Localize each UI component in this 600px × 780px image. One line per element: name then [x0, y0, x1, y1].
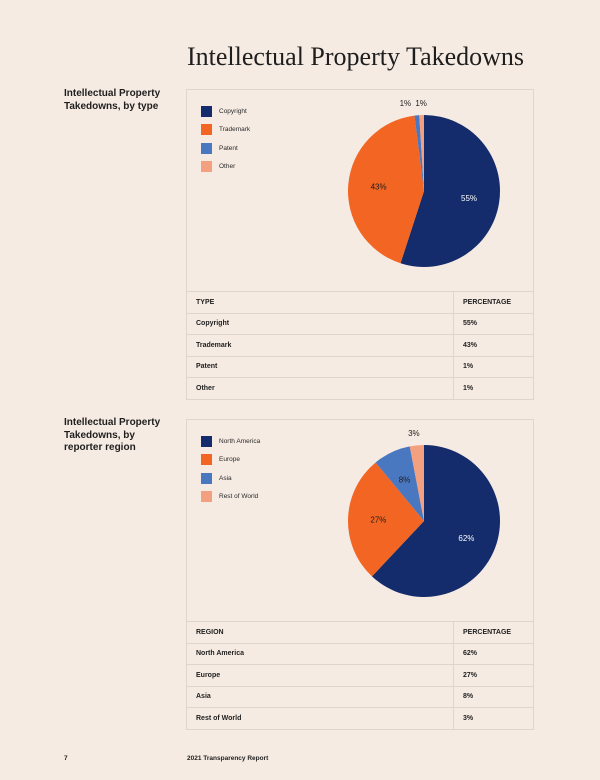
- report-name: 2021 Transparency Report: [187, 755, 269, 762]
- legend-item-europe: Europe: [201, 451, 260, 470]
- table-cell: Asia: [187, 686, 454, 708]
- table-row: Other 1%: [187, 377, 533, 399]
- legend-item-other: Other: [201, 158, 250, 177]
- pie-slice-copyright: [400, 115, 501, 267]
- legend-label: Rest of World: [219, 493, 259, 501]
- legend-swatch: [201, 491, 212, 503]
- data-table: TYPE PERCENTAGE Copyright 55% Trademark 43% Pa…: [187, 292, 533, 399]
- table-row: North America 62%: [187, 643, 533, 665]
- table-cell: 27%: [453, 664, 533, 687]
- table-cell: 55%: [453, 313, 533, 335]
- pie-chart-svg: 55% 43% 1% 1%: [348, 99, 501, 267]
- table-cell: Trademark: [187, 334, 454, 357]
- legend-swatch: [201, 142, 212, 154]
- pie-slices: [348, 115, 501, 267]
- legend-label: Copyright: [219, 107, 247, 115]
- legend-label: Other: [219, 163, 236, 171]
- legend-label: North America: [219, 437, 261, 445]
- table-cell: Patent: [187, 356, 454, 378]
- table-row: Europe 27%: [187, 664, 533, 687]
- slice-label-north-america: 62%: [458, 534, 474, 543]
- legend-item-asia: Asia: [201, 469, 260, 488]
- legend-item-copyright: Copyright: [201, 102, 250, 121]
- table-cell: 62%: [453, 643, 533, 665]
- page-number: 7: [64, 755, 68, 762]
- table-cell: 3%: [453, 707, 533, 729]
- page-title: Intellectual Property Takedowns: [187, 42, 525, 71]
- pie-chart-svg: 62% 27% 8% 3%: [348, 429, 501, 597]
- pie-chart-by-region: North America Europe Asia Rest of World 62%…: [187, 420, 533, 622]
- legend-label: Patent: [219, 144, 238, 152]
- legend-label: Trademark: [219, 126, 251, 134]
- legend-item-trademark: Trademark: [201, 121, 250, 140]
- slice-label-trademark: 43%: [371, 183, 387, 192]
- pie-slice-asia: [375, 446, 424, 521]
- legend-label: Europe: [219, 456, 240, 464]
- legend-swatch: [201, 105, 212, 117]
- table-cell: Rest of World: [196, 714, 242, 722]
- legend-item-north-america: North America: [201, 432, 260, 451]
- table-cell: Copyright: [187, 313, 454, 335]
- legend-swatch: [201, 472, 212, 484]
- data-table: REGION PERCENTAGE North America 62% Europe 27…: [187, 622, 533, 729]
- table-header-cell: PERCENTAGE: [453, 622, 533, 644]
- table-cell: 1%: [453, 356, 533, 378]
- pie-slice-other: [419, 115, 424, 191]
- table-row: Copyright 55%: [187, 313, 533, 335]
- table-header-cell: TYPE: [187, 292, 454, 314]
- table-cell: Other: [196, 384, 215, 392]
- legend: North America Europe Asia Rest of World: [201, 432, 260, 506]
- slice-label-patent: 1%: [400, 99, 412, 108]
- legend: Copyright Trademark Patent Other: [201, 102, 250, 176]
- pie-slices: [348, 445, 501, 597]
- slice-label-copyright: 55%: [461, 194, 477, 203]
- chart-panel-by-region: North America Europe Asia Rest of World 62%…: [186, 419, 534, 730]
- table-header-row: REGION PERCENTAGE: [187, 622, 533, 644]
- legend-swatch: [201, 161, 212, 173]
- table-row: Patent 1%: [187, 356, 533, 378]
- table-cell: 1%: [453, 377, 533, 399]
- pie-slice-trademark: [348, 115, 424, 264]
- legend-swatch: [201, 124, 212, 136]
- slice-label-rest-of-world: 3%: [408, 429, 420, 438]
- pie-chart-by-type: Copyright Trademark Patent Other 55% 43% 1% 1%: [187, 90, 533, 292]
- pie-slice-patent: [414, 115, 424, 191]
- chart-panel-by-type: Copyright Trademark Patent Other 55% 43% 1% 1%…: [186, 89, 534, 400]
- table-row: Rest of World 3%: [187, 707, 533, 729]
- table-header-cell: REGION: [187, 622, 454, 644]
- legend-item-patent: Patent: [201, 139, 250, 158]
- section-label-by-type: Intellectual Property Takedowns, by type: [64, 88, 161, 112]
- slice-label-other: 1%: [415, 99, 427, 108]
- slice-label-asia: 8%: [399, 476, 411, 485]
- pie-slice-north-america: [371, 445, 501, 597]
- legend-swatch: [201, 435, 212, 447]
- legend-item-rest-of-world: Rest of World: [201, 488, 260, 507]
- table-cell: 8%: [453, 686, 533, 708]
- section-label-by-region: Intellectual Property Takedowns, by repo…: [64, 417, 161, 453]
- table-cell: Europe: [187, 664, 454, 687]
- table-cell: 43%: [453, 334, 533, 357]
- table-row: Asia 8%: [187, 686, 533, 708]
- slice-label-europe: 27%: [370, 516, 386, 525]
- pie-slice-rest-of-world: [409, 445, 424, 521]
- pie-slice-europe: [348, 462, 424, 577]
- table-header-cell: PERCENTAGE: [453, 292, 533, 314]
- legend-label: Asia: [219, 474, 232, 482]
- table-cell: North America: [187, 643, 454, 665]
- table-row: Trademark 43%: [187, 334, 533, 357]
- legend-swatch: [201, 454, 212, 466]
- table-header-row: TYPE PERCENTAGE: [187, 292, 533, 314]
